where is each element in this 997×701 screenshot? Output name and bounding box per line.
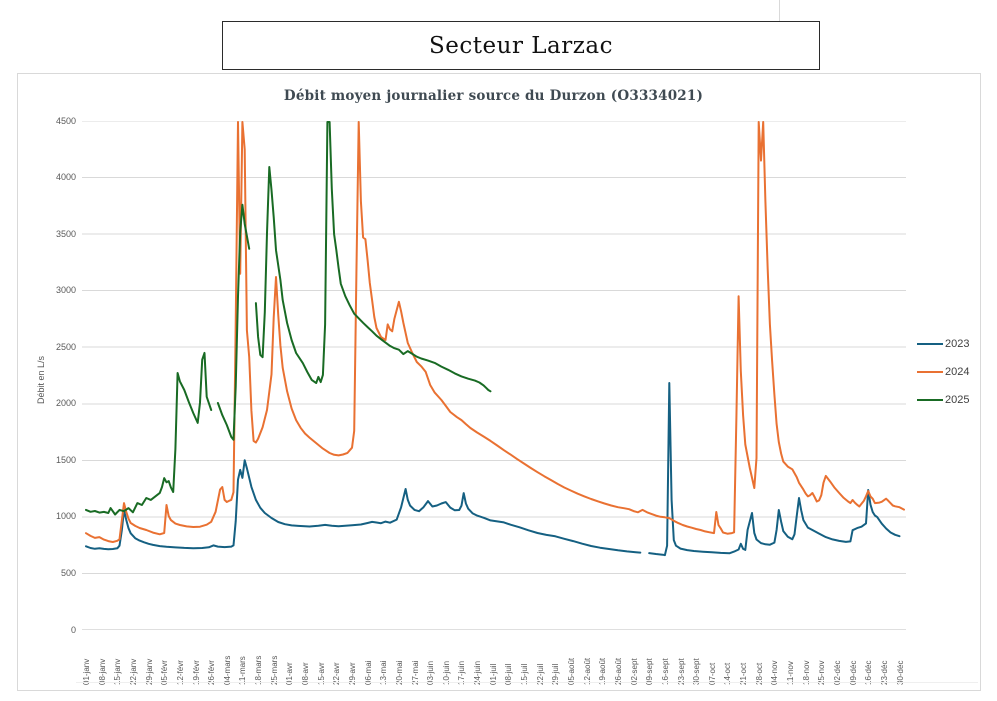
legend-swatch-icon	[917, 398, 943, 402]
x-tick-label: 08-avr	[301, 662, 311, 685]
x-tick-label: 19-févr	[191, 660, 201, 685]
spreadsheet-gridline	[779, 0, 780, 21]
x-tick-label: 12-févr	[175, 660, 185, 685]
x-tick-label: 10-juin	[441, 660, 451, 685]
x-tick-label: 11-mars	[238, 656, 248, 685]
y-tick-label: 2500	[55, 341, 76, 352]
sector-title-box: Secteur Larzac	[222, 21, 820, 70]
x-tick-label: 09-déc	[848, 660, 858, 685]
chart-svg	[82, 120, 906, 631]
x-tick-label: 18-nov	[801, 660, 811, 685]
x-tick-label: 02-sept	[629, 658, 639, 685]
x-tick-label: 26-août	[613, 657, 623, 685]
x-tick-label: 04-nov	[770, 660, 780, 685]
x-tick-label: 23-sept	[676, 658, 686, 685]
x-tick-label: 05-févr	[160, 660, 170, 685]
y-tick-label: 500	[60, 567, 76, 578]
legend-swatch-icon	[917, 370, 943, 374]
y-tick-label: 1500	[55, 454, 76, 465]
x-tick-label: 26-févr	[207, 660, 217, 685]
x-tick-label: 08-juil	[504, 663, 514, 685]
x-tick-label: 09-sept	[645, 658, 655, 685]
y-tick-label: 4000	[55, 172, 76, 183]
x-tick-label: 15-janv	[113, 658, 123, 685]
x-tick-label: 18-mars	[254, 655, 264, 685]
x-tick-label: 24-juin	[473, 660, 483, 685]
x-tick-label: 25-mars	[269, 655, 279, 685]
x-tick-label: 16-déc	[864, 660, 874, 685]
x-tick-label: 22-janv	[128, 658, 138, 685]
sector-title: Secteur Larzac	[429, 32, 613, 59]
series-line-2023	[85, 459, 642, 554]
legend-label: 2024	[945, 366, 970, 378]
x-tick-label: 05-août	[566, 657, 576, 685]
series-line-2025	[216, 203, 251, 441]
series-line-2023	[648, 382, 901, 557]
legend-label: 2025	[945, 394, 970, 406]
legend-item-2025: 2025	[917, 386, 969, 414]
x-tick-label: 07-oct	[707, 662, 717, 685]
plot-area	[82, 120, 906, 631]
y-tick-label: 0	[70, 624, 76, 635]
x-tick-label: 21-oct	[739, 662, 749, 685]
x-tick-label: 22-avr	[332, 662, 342, 685]
x-tick-label: 11-nov	[786, 661, 796, 685]
x-tick-label: 03-juin	[426, 660, 436, 685]
x-tick-label: 19-août	[598, 657, 608, 685]
series-line-2025	[85, 351, 213, 516]
x-tick-label: 29-janv	[144, 658, 154, 685]
legend-label: 2023	[945, 338, 970, 350]
legend-item-2023: 2023	[917, 330, 969, 358]
x-tick-label: 27-mai	[410, 660, 420, 685]
x-tick-label: 15-avr	[316, 662, 326, 685]
x-tick-label: 20-mai	[394, 660, 404, 685]
x-tick-label: 06-mai	[363, 660, 373, 685]
x-tick-label: 15-juil	[520, 663, 530, 685]
x-tick-label: 23-déc	[879, 660, 889, 685]
legend: 2023 2024 2025	[917, 330, 969, 414]
x-tick-label: 01-avr	[285, 662, 295, 685]
x-tick-label: 13-mai	[379, 660, 389, 685]
x-tick-label: 01-juil	[488, 663, 498, 685]
x-tick-label: 12-août	[582, 657, 592, 685]
x-tick-label: 25-nov	[817, 660, 827, 685]
series-line-2025	[254, 121, 492, 393]
spreadsheet-row-line	[76, 682, 978, 683]
x-tick-label: 30-sept	[692, 658, 702, 685]
x-tick-label: 28-oct	[754, 662, 764, 685]
y-tick-label: 3500	[55, 228, 76, 239]
x-tick-label: 29-avr	[347, 662, 357, 685]
x-tick-label: 08-janv	[97, 658, 107, 685]
y-tick-label: 1000	[55, 511, 76, 522]
series-line-2024	[85, 121, 905, 543]
y-tick-label: 2000	[55, 398, 76, 409]
x-tick-label: 14-oct	[723, 662, 733, 685]
x-tick-label: 02-déc	[832, 660, 842, 685]
legend-item-2024: 2024	[917, 358, 969, 386]
x-tick-label: 29-juil	[551, 663, 561, 685]
x-tick-label: 17-juin	[457, 660, 467, 685]
x-tick-label: 22-juil	[535, 663, 545, 685]
chart-title: Débit moyen journalier source du Durzon …	[283, 88, 704, 104]
y-tick-label: 4500	[55, 115, 76, 126]
legend-swatch-icon	[917, 342, 943, 346]
x-tick-label: 04-mars	[222, 655, 232, 685]
x-tick-label: 16-sept	[660, 658, 670, 685]
y-tick-label: 3000	[55, 285, 76, 296]
x-tick-label: 30-déc	[895, 660, 905, 685]
x-tick-label: 01-janv	[82, 658, 91, 685]
